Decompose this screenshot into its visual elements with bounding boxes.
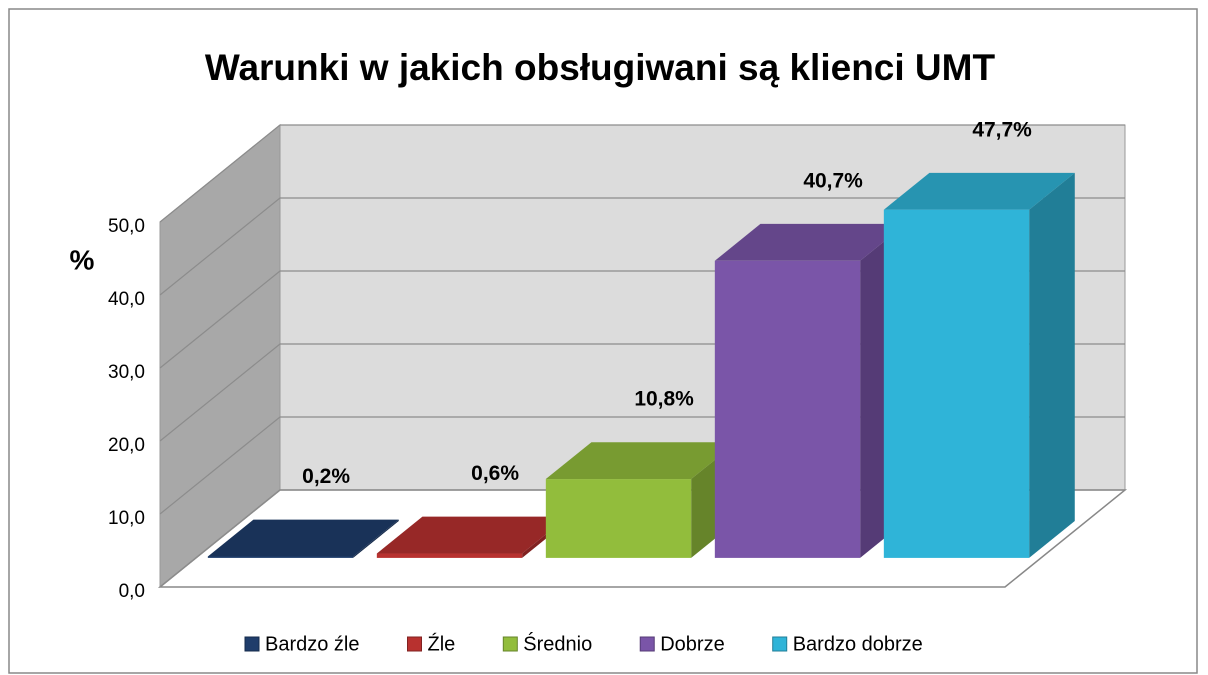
bar-top [714, 223, 906, 261]
value-label: 47,7% [972, 118, 1032, 141]
y-tick-label: 30,0 [108, 362, 145, 383]
value-label: 0,2% [302, 465, 350, 488]
legend-swatch [244, 636, 260, 652]
bar-top [545, 442, 737, 480]
y-tick-label: 0,0 [119, 581, 145, 602]
legend-label: Bardzo dobrze [793, 633, 923, 655]
bar-top [207, 519, 399, 557]
bar [545, 479, 692, 558]
bar [376, 553, 523, 558]
grid-line [159, 124, 1125, 223]
bar [883, 209, 1030, 558]
legend-swatch [772, 636, 788, 652]
value-label: 40,7% [803, 169, 863, 192]
legend-swatch [502, 636, 518, 652]
value-label: 10,8% [634, 388, 694, 411]
chart-title: Warunki w jakich obsługiwani są klienci … [205, 47, 996, 88]
legend-label: Dobrze [660, 633, 724, 655]
bar [207, 556, 354, 558]
value-label: 0,6% [471, 462, 519, 485]
bar-side [1029, 172, 1075, 558]
bar [714, 260, 861, 558]
grid-line [159, 197, 1125, 296]
legend-swatch [639, 636, 655, 652]
legend-label: Bardzo źle [265, 633, 360, 655]
bar-side [353, 519, 399, 558]
bar-top [376, 516, 568, 554]
y-tick-label: 10,0 [108, 508, 145, 529]
legend-label: Źle [428, 632, 456, 655]
bar-top [883, 172, 1075, 210]
y-tick-label: 20,0 [108, 435, 145, 456]
y-tick-label: 50,0 [108, 216, 145, 237]
legend-label: Średnio [523, 631, 592, 655]
y-axis-label: % [70, 244, 95, 275]
y-tick-label: 40,0 [108, 289, 145, 310]
legend-swatch [407, 636, 422, 652]
